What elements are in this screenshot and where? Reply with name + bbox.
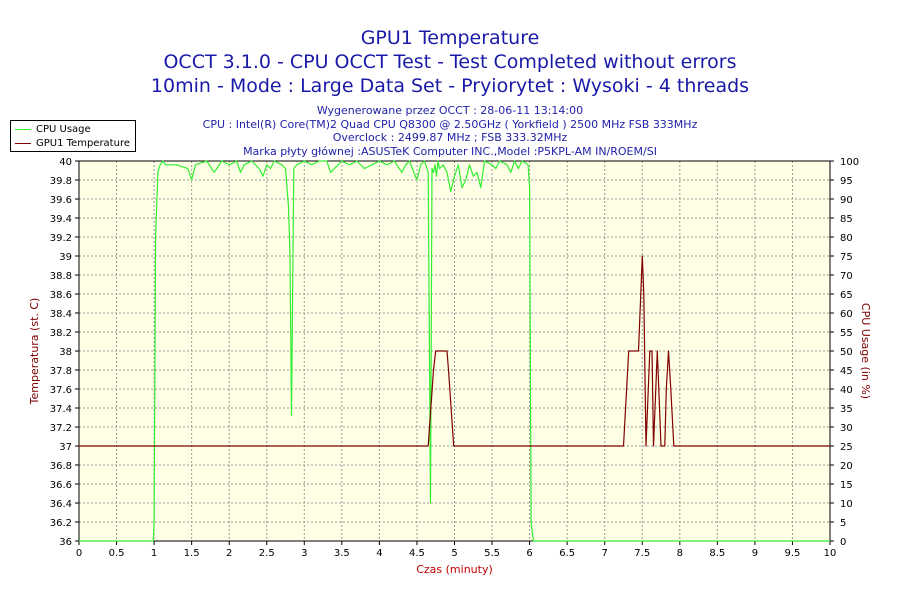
y-left-axis-label: Temperatura (st. C) xyxy=(28,298,41,406)
y-left-tick-label: 38 xyxy=(59,347,72,358)
y-left-tick-label: 38.6 xyxy=(50,290,72,301)
y-left-tick-label: 38.4 xyxy=(50,309,72,320)
x-tick-label: 2 xyxy=(226,548,232,559)
x-tick-label: 1 xyxy=(151,548,157,559)
y-right-tick-label: 10 xyxy=(840,499,853,510)
x-tick-label: 1.5 xyxy=(184,548,200,559)
y-right-tick-label: 25 xyxy=(840,442,853,453)
x-tick-label: 0 xyxy=(76,548,82,559)
y-right-tick-label: 50 xyxy=(840,347,853,358)
y-left-tick-label: 39.6 xyxy=(50,195,72,206)
x-tick-label: 7.5 xyxy=(634,548,650,559)
y-left-tick-label: 39.2 xyxy=(50,233,72,244)
x-tick-label: 2.5 xyxy=(259,548,275,559)
x-axis-label: Czas (minuty) xyxy=(416,563,493,576)
y-right-tick-label: 95 xyxy=(840,176,853,187)
chart-title: GPU1 Temperature xyxy=(360,27,540,49)
legend-swatch-cpu-usage xyxy=(15,128,31,130)
system-info: Wygenerowane przez OCCT : 28-06-11 13:14… xyxy=(0,104,900,158)
x-tick-label: 4.5 xyxy=(409,548,425,559)
y-right-tick-label: 55 xyxy=(840,328,853,339)
y-right-tick-label: 45 xyxy=(840,366,853,377)
y-right-tick-label: 65 xyxy=(840,290,853,301)
x-tick-label: 5 xyxy=(451,548,457,559)
y-left-tick-label: 36.8 xyxy=(50,461,72,472)
y-left-tick-label: 37.8 xyxy=(50,366,72,377)
x-tick-label: 0.5 xyxy=(109,548,125,559)
y-left-tick-label: 40 xyxy=(59,157,72,168)
y-left-tick-label: 37.4 xyxy=(50,404,72,415)
y-left-tick-label: 38.2 xyxy=(50,328,72,339)
y-right-tick-label: 75 xyxy=(840,252,853,263)
y-left-tick-label: 37.6 xyxy=(50,385,72,396)
y-left-tick-label: 36.2 xyxy=(50,518,72,529)
y-right-tick-label: 15 xyxy=(840,480,853,491)
y-right-tick-label: 0 xyxy=(840,537,846,548)
info-overclock: Overclock : 2499.87 MHz ; FSB 333.32MHz xyxy=(332,131,568,144)
legend-label-cpu-usage: CPU Usage xyxy=(36,124,91,135)
y-right-tick-label: 20 xyxy=(840,461,853,472)
legend-swatch-gpu1-temperature xyxy=(15,142,31,144)
x-tick-label: 3 xyxy=(301,548,307,559)
series-line-cpu-usage xyxy=(79,160,830,542)
y-right-tick-label: 60 xyxy=(840,309,853,320)
legend-item-gpu1-temperature: GPU1 Temperature xyxy=(15,137,130,150)
x-tick-label: 9.5 xyxy=(784,548,800,559)
chart-subtitle-2: 10min - Mode : Large Data Set - Pryioryt… xyxy=(150,75,750,97)
x-tick-label: 9 xyxy=(752,548,758,559)
y-right-axis-label: CPU Usage (in %) xyxy=(859,303,872,399)
legend-item-cpu-usage: CPU Usage xyxy=(15,123,91,136)
y-left-tick-label: 39.4 xyxy=(50,214,72,225)
info-motherboard: Marka płyty głównej :ASUSTeK Computer IN… xyxy=(243,144,657,158)
x-tick-label: 10 xyxy=(824,548,837,559)
x-tick-label: 4 xyxy=(376,548,382,559)
x-tick-label: 7 xyxy=(602,548,608,559)
y-left-tick-label: 39 xyxy=(59,252,72,263)
y-right-tick-label: 85 xyxy=(840,214,853,225)
y-right-tick-label: 90 xyxy=(840,195,853,206)
x-tick-label: 6.5 xyxy=(559,548,575,559)
legend-label-gpu1-temperature: GPU1 Temperature xyxy=(36,138,130,149)
y-left-tick-label: 39.8 xyxy=(50,176,72,187)
y-right-tick-label: 100 xyxy=(840,157,859,168)
y-left-tick-label: 38.8 xyxy=(50,271,72,282)
y-left-tick-label: 36.6 xyxy=(50,480,72,491)
y-right-tick-label: 30 xyxy=(840,423,853,434)
y-left-tick-label: 37.2 xyxy=(50,423,72,434)
x-tick-label: 5.5 xyxy=(484,548,500,559)
series-line-gpu1-temperature xyxy=(79,255,830,447)
info-generated: Wygenerowane przez OCCT : 28-06-11 13:14… xyxy=(316,104,584,117)
x-tick-label: 3.5 xyxy=(334,548,350,559)
x-tick-label: 8 xyxy=(677,548,683,559)
legend: CPU Usage GPU1 Temperature xyxy=(10,120,136,152)
y-left-tick-label: 37 xyxy=(59,442,72,453)
y-right-tick-label: 80 xyxy=(840,233,853,244)
y-left-tick-label: 36.4 xyxy=(50,499,72,510)
y-right-tick-label: 40 xyxy=(840,385,853,396)
chart-subtitle: OCCT 3.1.0 - CPU OCCT Test - Test Comple… xyxy=(163,51,737,73)
x-tick-label: 6 xyxy=(526,548,532,559)
info-cpu: CPU : Intel(R) Core(TM)2 Quad CPU Q8300 … xyxy=(202,117,698,131)
x-tick-label: 8.5 xyxy=(709,548,725,559)
y-right-tick-label: 5 xyxy=(840,518,846,529)
y-left-tick-label: 36 xyxy=(59,537,72,548)
chart-titles: GPU1 Temperature OCCT 3.1.0 - CPU OCCT T… xyxy=(0,27,900,98)
y-right-tick-label: 70 xyxy=(840,271,853,282)
y-right-tick-label: 35 xyxy=(840,404,853,415)
